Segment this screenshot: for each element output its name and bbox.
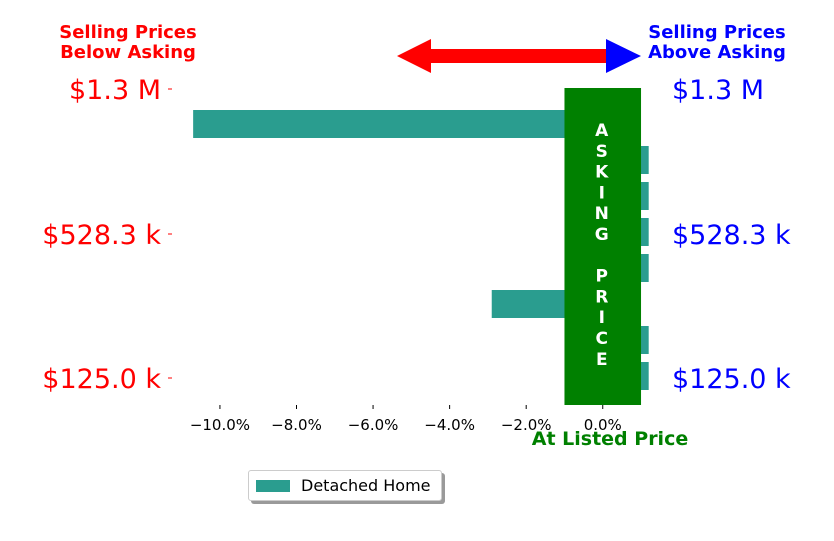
asking-price-letter: N: [595, 204, 609, 224]
asking-price-letter: E: [596, 350, 608, 370]
price-label-right: $1.3 M: [672, 75, 764, 106]
x-tick-label: −6.0%: [348, 416, 399, 434]
asking-price-letter: S: [596, 142, 608, 162]
asking-price-letter: I: [599, 308, 605, 328]
asking-price-letter: C: [596, 329, 608, 349]
below-asking-heading: Below Asking: [60, 42, 196, 63]
above-asking-heading: Selling Prices: [648, 22, 785, 43]
above-asking-heading: Above Asking: [648, 42, 786, 63]
asking-price-letter: I: [599, 183, 605, 203]
price-label-right: $528.3 k: [672, 220, 791, 251]
asking-price-letter: G: [595, 225, 609, 245]
at-listed-price-label: At Listed Price: [532, 428, 688, 450]
asking-price-band: [564, 88, 642, 405]
asking-price-letter: P: [596, 267, 608, 287]
asking-price-letter: K: [595, 163, 609, 183]
x-tick-label: 0.0%: [584, 416, 622, 434]
x-tick-label: −2.0%: [501, 416, 552, 434]
bar-1: [193, 110, 603, 138]
legend-swatch: [256, 479, 290, 492]
direction-arrow: [397, 39, 641, 73]
asking-price-letter: A: [595, 121, 609, 141]
price-label-left: $1.3 M: [69, 75, 161, 106]
price-label-left: $125.0 k: [42, 364, 161, 395]
x-tick-label: −4.0%: [424, 416, 475, 434]
asking-price-letter: R: [595, 287, 608, 307]
left-arrow-icon: [397, 39, 610, 73]
below-asking-heading: Selling Prices: [59, 22, 196, 43]
price-label-right: $125.0 k: [672, 364, 791, 395]
x-tick-label: −8.0%: [271, 416, 322, 434]
x-tick-label: −10.0%: [190, 416, 250, 434]
legend: Detached Home: [248, 470, 442, 501]
x-axis: −10.0% −8.0% −6.0% −4.0% −2.0% 0.0%: [190, 405, 622, 434]
price-label-left: $528.3 k: [42, 220, 161, 251]
price-labels-layer: $1.3 M $1.3 M $528.3 k $528.3 k $125.0 k $125…: [42, 75, 791, 395]
legend-label: Detached Home: [301, 476, 431, 495]
right-arrow-icon: [606, 39, 641, 73]
